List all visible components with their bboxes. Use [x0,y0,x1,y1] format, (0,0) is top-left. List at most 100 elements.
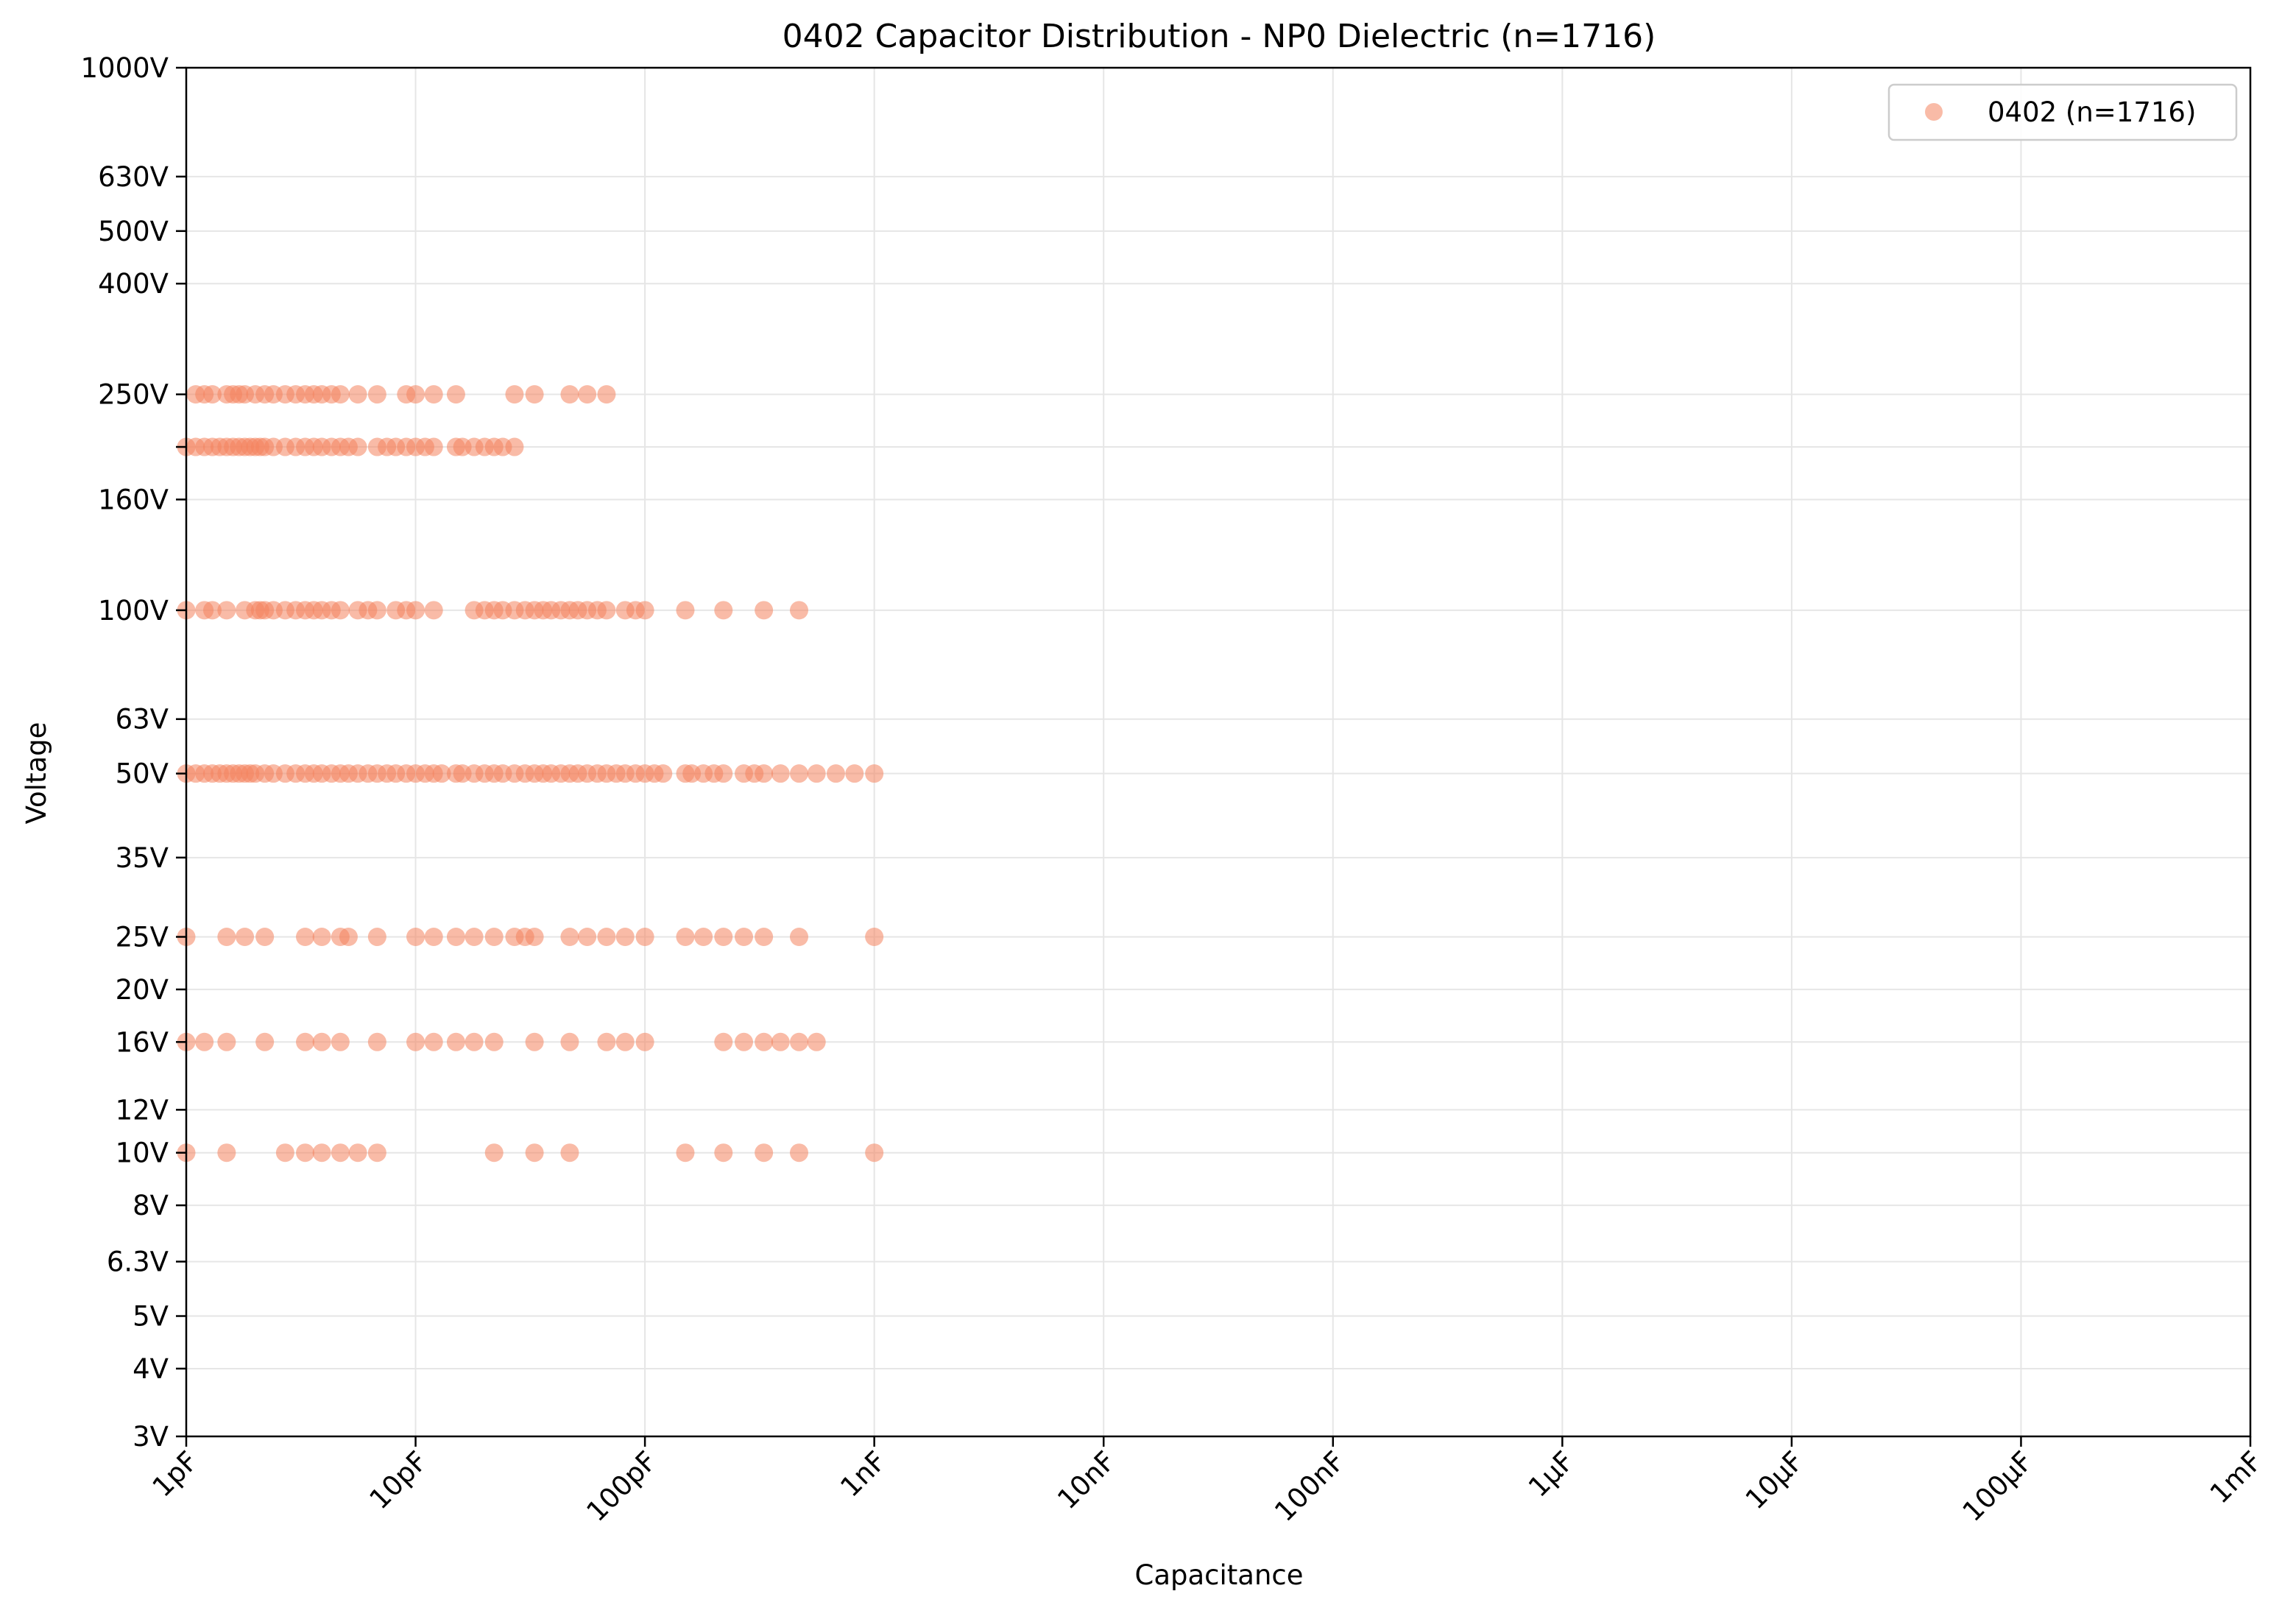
data-point [714,601,733,620]
data-point [635,601,654,620]
data-point [255,927,275,946]
data-point [635,927,654,946]
data-point [615,927,635,946]
data-point [432,764,451,783]
data-point [465,927,484,946]
data-point [735,927,754,946]
data-point [236,927,255,946]
data-point [424,385,443,404]
y-tick-label: 1000V [81,52,169,84]
data-point [615,1032,635,1051]
data-point [202,385,222,404]
data-point [312,1143,331,1163]
y-tick-label: 6.3V [107,1246,169,1278]
data-point [654,764,673,783]
data-point [771,1032,790,1051]
data-point [807,1032,826,1051]
y-tick-label: 3V [133,1421,169,1453]
data-point [714,1143,733,1163]
y-tick-label: 630V [98,161,169,193]
data-point [484,1032,504,1051]
data-point [406,1032,425,1051]
data-point [202,601,222,620]
y-tick-label: 20V [116,974,169,1006]
data-point [560,385,579,404]
data-point [312,927,331,946]
data-point [694,927,713,946]
y-tick-label: 400V [98,268,169,300]
data-point [505,437,524,456]
data-point [560,1143,579,1163]
data-point [578,927,597,946]
data-point [367,601,386,620]
data-point [714,1032,733,1051]
y-tick-label: 10V [116,1137,169,1169]
data-point [676,601,695,620]
data-point [424,601,443,620]
data-point [755,1143,774,1163]
data-point [446,927,465,946]
chart-title: 0402 Capacitor Distribution - NP0 Dielec… [783,18,1656,55]
y-tick-label: 12V [116,1094,169,1126]
y-tick-label: 100V [98,595,169,627]
data-point [525,385,544,404]
data-point [484,1143,504,1163]
data-point [446,385,465,404]
data-point [255,1032,275,1051]
data-point [367,385,386,404]
data-point [465,1032,484,1051]
data-point [755,1032,774,1051]
x-axis-label: Capacitance [1134,1559,1303,1591]
data-point [217,1032,236,1051]
data-point [331,1143,350,1163]
y-axis-label: Voltage [21,722,52,825]
y-tick-label: 16V [116,1026,169,1058]
data-point [525,1032,544,1051]
data-point [676,927,695,946]
data-point [525,1143,544,1163]
data-point [505,385,524,404]
data-point [597,385,616,404]
data-point [865,927,884,946]
data-point [406,385,425,404]
data-point [312,1032,331,1051]
data-points [177,385,884,1163]
data-point [635,1032,654,1051]
y-tick-label: 5V [133,1301,169,1333]
data-point [826,764,845,783]
y-tick-label: 50V [116,758,169,790]
data-point [735,1032,754,1051]
data-point [525,927,544,946]
data-point [348,437,367,456]
y-tick-label: 25V [116,921,169,953]
data-point [367,1143,386,1163]
data-point [771,764,790,783]
y-tick-label: 250V [98,379,169,411]
data-point [424,1032,443,1051]
legend-marker [1925,103,1943,121]
data-point [560,927,579,946]
data-point [597,601,616,620]
data-point [406,601,425,620]
data-point [217,1143,236,1163]
data-point [597,927,616,946]
data-point [597,1032,616,1051]
y-tick-label: 8V [133,1190,169,1221]
data-point [755,927,774,946]
legend-box [1887,83,2238,141]
legend: 0402 (n=1716) [1887,83,2238,141]
data-point [406,927,425,946]
data-point [714,764,733,783]
data-point [578,385,597,404]
data-point [296,1032,315,1051]
data-point [348,385,367,404]
data-point [339,927,358,946]
data-point [424,437,443,456]
data-point [367,927,386,946]
y-tick-label: 63V [116,704,169,736]
data-point [348,1143,367,1163]
y-axis-ticks: 3V 4V 5V 6.3V 8V 10V 12V 16V 20V 25V 35V 50V 63V 100V… [81,52,186,1453]
